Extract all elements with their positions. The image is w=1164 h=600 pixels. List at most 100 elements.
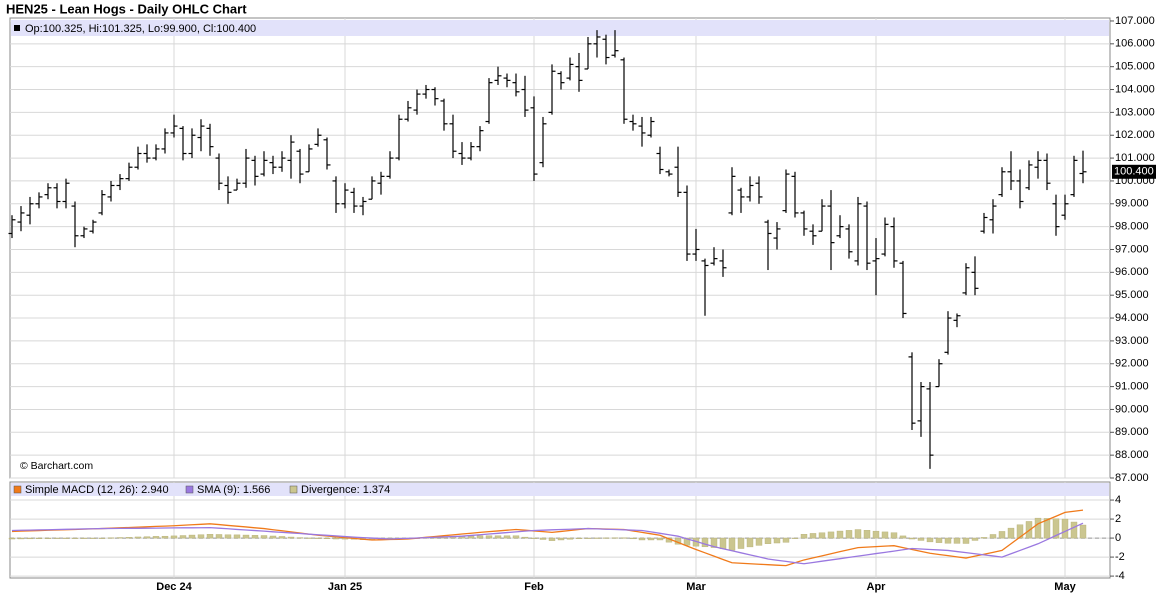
y-tick-label: 104.000 (1115, 83, 1155, 95)
divergence-bar (800, 534, 808, 539)
y-tick-label: 91.000 (1115, 381, 1149, 393)
divergence-bar (845, 530, 853, 539)
divergence-bar (602, 537, 610, 539)
divergence-bar (836, 530, 844, 539)
divergence-bar (962, 537, 970, 544)
divergence-bar (125, 537, 133, 539)
x-tick-label: Jan 25 (328, 581, 362, 593)
y-tick-label: 2 (1115, 513, 1121, 525)
y-tick-label: 103.000 (1115, 106, 1155, 118)
x-tick-label: Dec 24 (156, 581, 192, 593)
divergence-bar (1034, 517, 1042, 539)
divergence-bar (197, 534, 205, 539)
divergence-bar (989, 534, 997, 539)
divergence-bar (188, 534, 196, 539)
x-tick-label: Apr (867, 581, 887, 593)
divergence-bar (890, 532, 898, 539)
divergence-bar (269, 535, 277, 539)
divergence-bar (620, 537, 628, 539)
y-tick-label: 92.000 (1115, 358, 1149, 370)
divergence-bar (764, 537, 772, 544)
divergence-bar (1052, 518, 1060, 539)
divergence-bar (242, 534, 250, 539)
divergence-bar (539, 537, 547, 540)
y-tick-label: 90.000 (1115, 403, 1149, 415)
divergence-bar (107, 537, 115, 539)
divergence-bar (80, 537, 88, 539)
divergence-bar (494, 535, 502, 539)
y-tick-label: 94.000 (1115, 312, 1149, 324)
y-tick-label: 89.000 (1115, 426, 1149, 438)
divergence-bar (26, 537, 34, 540)
divergence-bar (710, 537, 718, 548)
divergence-bar (323, 537, 331, 539)
y-tick-label: 95.000 (1115, 289, 1149, 301)
divergence-bar (305, 537, 313, 539)
divergence-bar (881, 531, 889, 539)
divergence-bar (485, 535, 493, 539)
x-tick-label: May (1054, 581, 1076, 593)
divergence-bar (728, 537, 736, 551)
divergence-bar (53, 537, 61, 539)
divergence-bar (8, 537, 16, 540)
divergence-bar (521, 536, 529, 539)
divergence-bar (719, 537, 727, 550)
legend-swatch (289, 485, 298, 494)
info-marker (14, 25, 20, 31)
y-tick-label: 93.000 (1115, 335, 1149, 347)
copyright: © Barchart.com (20, 460, 93, 472)
divergence-bar (1043, 518, 1051, 539)
divergence-bar (899, 535, 907, 539)
y-tick-label: 101.000 (1115, 152, 1155, 164)
y-tick-label: 0 (1115, 532, 1121, 544)
y-tick-label: 96.000 (1115, 266, 1149, 278)
y-tick-label: 88.000 (1115, 449, 1149, 461)
macd-legend-strip (11, 483, 1109, 496)
divergence-bar (476, 535, 484, 539)
divergence-bar (872, 530, 880, 539)
legend-label: SMA (9): 1.566 (197, 484, 270, 496)
divergence-bar (809, 533, 817, 539)
divergence-bar (530, 537, 538, 539)
divergence-bar (818, 532, 826, 539)
divergence-bar (737, 537, 745, 549)
divergence-bar (503, 535, 511, 539)
x-tick-label: Feb (524, 581, 544, 593)
x-tick-label: Mar (686, 581, 706, 593)
divergence-bar (548, 537, 556, 541)
y-tick-label: 105.000 (1115, 61, 1155, 73)
divergence-bar (917, 537, 925, 541)
divergence-bar (314, 537, 322, 539)
divergence-bar (908, 537, 916, 540)
divergence-bar (980, 537, 988, 539)
divergence-bar (152, 536, 160, 539)
divergence-bar (179, 535, 187, 539)
y-tick-label: 102.000 (1115, 129, 1155, 141)
divergence-bar (638, 537, 646, 541)
legend-swatch (13, 485, 22, 494)
divergence-bar (584, 537, 592, 539)
y-tick-label: 99.000 (1115, 198, 1149, 210)
divergence-bar (206, 534, 214, 539)
divergence-bar (971, 537, 979, 541)
y-tick-label: 107.000 (1115, 15, 1155, 27)
divergence-bar (683, 537, 691, 546)
divergence-bar (647, 537, 655, 541)
divergence-bar (233, 534, 241, 539)
divergence-bar (1007, 527, 1015, 539)
info-strip (11, 20, 1109, 36)
divergence-bar (566, 537, 574, 540)
chart-title: HEN25 - Lean Hogs - Daily OHLC Chart (6, 1, 247, 16)
marks (8, 30, 1087, 567)
divergence-bar (575, 537, 583, 539)
divergence-bar (89, 537, 97, 539)
divergence-bar (746, 537, 754, 548)
divergence-bar (953, 537, 961, 544)
info-text: Op:100.325, Hi:101.325, Lo:99.900, Cl:10… (25, 23, 256, 35)
divergence-bar (170, 535, 178, 539)
divergence-bar (251, 535, 259, 539)
divergence-bar (926, 537, 934, 543)
price-panel (9, 17, 1111, 479)
divergence-bar (332, 537, 340, 540)
